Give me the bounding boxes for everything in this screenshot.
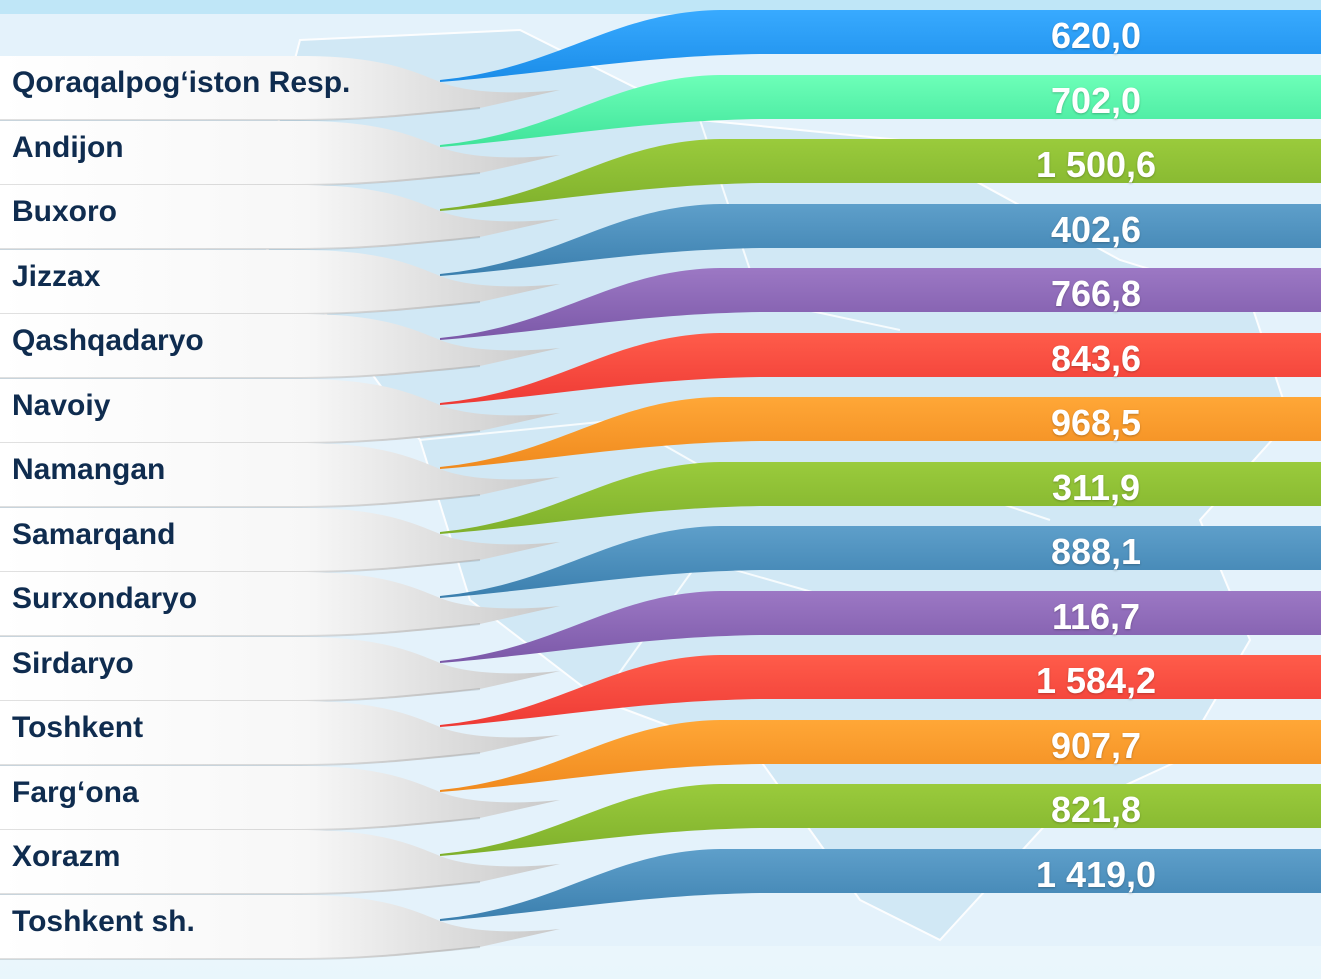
color-band [440,203,1321,276]
label-ribbon [0,507,560,572]
region-name: Jizzax [12,259,101,293]
label-ribbon [0,894,560,959]
color-band [440,332,1321,405]
region-name: Toshkent sh. [12,904,195,938]
region-name: Namangan [12,453,166,486]
region-value: 766,8 [1050,273,1142,314]
region-name: Navoiy [12,388,111,422]
color-band [440,590,1321,663]
region-row: Samarqand 311,9 [0,461,1321,592]
region-ribbon [0,655,1321,766]
region-row: Qashqadaryo 766,8 [0,268,1321,398]
region-row: Toshkent sh. 1 419,0 [0,848,1321,979]
region-ribbon [0,10,1321,121]
region-name: Qashqadaryo [12,324,204,357]
region-ribbon [0,719,1321,831]
region-ribbon [0,461,1321,573]
region-row: Surxondaryo 888,1 [0,526,1321,656]
color-band [440,848,1321,921]
region-value: 402,6 [1050,208,1142,250]
region-name: Sirdaryo [12,646,134,680]
label-ribbon [0,443,560,507]
region-ribbon [0,139,1321,250]
label-ribbon [0,120,560,185]
label-ribbon [0,765,560,830]
region-value: 907,7 [1050,724,1142,766]
label-ribbon [0,572,560,636]
color-band [440,139,1321,211]
color-band [440,397,1321,469]
region-row: Qoraqalpog‘iston Resp. 620,0 [0,10,1321,140]
region-value: 968,5 [1050,402,1142,443]
label-ribbon [0,249,560,314]
region-row: Namangan 968,5 [0,397,1321,527]
region-ribbon [0,203,1321,315]
region-row: Andijon 702,0 [0,74,1321,205]
region-name: Xorazm [12,840,121,873]
color-band [440,74,1321,147]
label-ribbon [0,56,560,120]
color-band [440,526,1321,598]
color-band [440,655,1321,727]
region-value: 702,0 [1050,79,1142,121]
label-ribbon [0,701,560,765]
region-row: Buxoro 1 500,6 [0,139,1321,269]
region-value: 821,8 [1050,789,1142,830]
region-row: Sirdaryo 116,7 [0,590,1321,721]
regions-list: Qoraqalpog‘iston Resp. 620,0 Andijon 702,0 B… [0,10,1321,960]
region-value: 620,0 [1050,15,1142,56]
color-band [440,268,1321,340]
region-ribbon [0,332,1321,444]
region-value: 1 419,0 [1035,853,1157,895]
region-ribbon [0,590,1321,702]
region-row: Jizzax 402,6 [0,203,1321,334]
region-value: 1 500,6 [1035,144,1157,185]
region-name: Farg‘ona [12,775,139,809]
region-ribbon [0,526,1321,637]
region-value: 311,9 [1051,466,1141,508]
region-name: Samarqand [12,517,176,551]
region-row: Xorazm 821,8 [0,784,1321,914]
label-ribbon [0,830,560,894]
region-ribbon [0,784,1321,895]
color-band [440,461,1321,534]
region-value: 888,1 [1050,531,1142,572]
region-name: Buxoro [12,195,117,228]
region-row: Navoiy 843,6 [0,332,1321,463]
region-value: 843,6 [1050,337,1142,379]
region-name: Toshkent [12,711,144,744]
label-ribbon [0,378,560,443]
region-ribbon [0,74,1321,186]
region-name: Surxondaryo [12,582,198,615]
color-band [440,10,1321,82]
color-band [440,784,1321,856]
label-ribbon [0,314,560,378]
region-value: 116,7 [1051,595,1141,637]
region-name: Qoraqalpog‘iston Resp. [12,66,351,99]
region-ribbon [0,268,1321,379]
region-row: Farg‘ona 907,7 [0,719,1321,850]
region-name: Andijon [12,130,124,164]
region-value: 1 584,2 [1035,660,1157,701]
color-band [440,719,1321,792]
label-ribbon [0,636,560,701]
label-ribbon [0,185,560,249]
region-row: Toshkent 1 584,2 [0,655,1321,785]
region-ribbon [0,397,1321,508]
